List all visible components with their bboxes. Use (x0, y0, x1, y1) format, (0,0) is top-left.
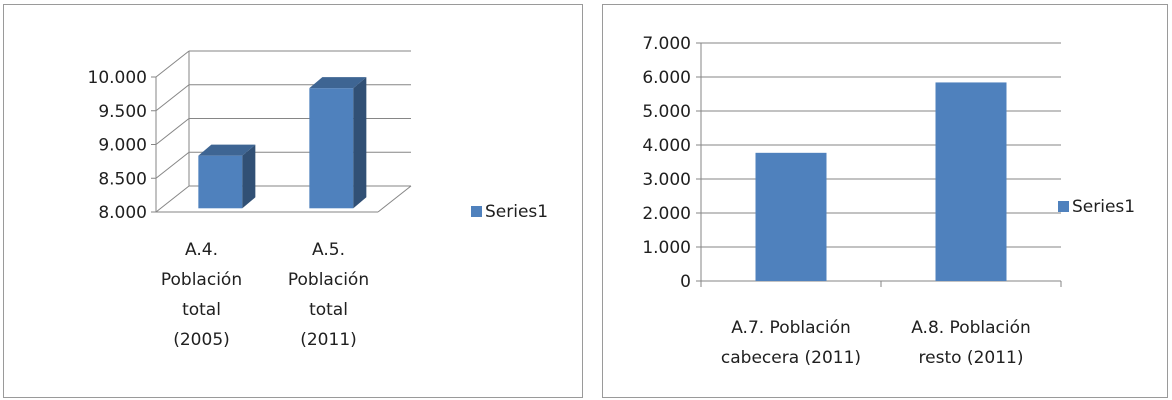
category-label: A.4. (185, 240, 218, 260)
category-label: cabecera (2011) (721, 348, 861, 368)
category-label: resto (2011) (919, 348, 1024, 368)
y-tick-label: 9.000 (98, 136, 147, 156)
grid-diagonal (155, 185, 190, 213)
bar-side (242, 144, 256, 209)
y-tick-label: 2.000 (642, 204, 691, 224)
grid-diagonal (155, 50, 190, 78)
bar-front (309, 88, 354, 209)
chart-svg-2d: 0 1.000 2.000 3.000 4.000 5.000 6.000 7.000 A.7… (642, 34, 1135, 368)
y-tick-label: 0 (680, 272, 691, 292)
legend-swatch (471, 206, 482, 217)
bar (935, 82, 1007, 281)
y-tick-label: 3.000 (642, 170, 691, 190)
y-tick-label: 8.500 (98, 169, 147, 189)
legend-swatch (1058, 201, 1069, 212)
category-label: Población (161, 270, 242, 290)
bar-3d (198, 144, 256, 209)
y-tick-label: 7.000 (642, 34, 691, 54)
category-label: total (182, 300, 221, 320)
bar-top (198, 144, 256, 156)
category-label: A.7. Población (731, 318, 851, 338)
y-tick-label: 4.000 (642, 136, 691, 156)
y-tick-label: 6.000 (642, 68, 691, 88)
chart-panel-poblacion-2011: 0 1.000 2.000 3.000 4.000 5.000 6.000 7.000 A.7… (602, 4, 1168, 398)
category-label: (2005) (173, 330, 230, 350)
legend-label: Series1 (1072, 197, 1135, 217)
bar-side (353, 77, 367, 209)
bar (755, 152, 827, 281)
legend-label: Series1 (485, 202, 548, 222)
grid-diagonal (155, 118, 190, 145)
bar-top (309, 77, 367, 89)
category-label: A.5. (312, 240, 345, 260)
y-tick-label: 5.000 (642, 102, 691, 122)
category-label: total (309, 300, 348, 320)
bar-3d (309, 77, 367, 209)
grid-diagonal (155, 84, 190, 112)
category-label: (2011) (300, 330, 357, 350)
y-tick-label: 9.500 (98, 102, 147, 122)
grid-diagonal (155, 151, 190, 179)
y-tick-label: 1.000 (642, 238, 691, 258)
chart-panel-poblacion-total: 8.000 8.500 9.000 9.500 10.000 A.4. Población… (3, 4, 583, 398)
category-label: A.8. Población (911, 318, 1031, 338)
floor-right-edge (377, 185, 412, 213)
y-tick-label: 8.000 (98, 203, 147, 223)
category-label: Población (288, 270, 369, 290)
chart-svg-3d: 8.000 8.500 9.000 9.500 10.000 A.4. Población… (88, 50, 548, 350)
y-tick-label: 10.000 (88, 68, 147, 88)
bar-front (198, 155, 243, 209)
